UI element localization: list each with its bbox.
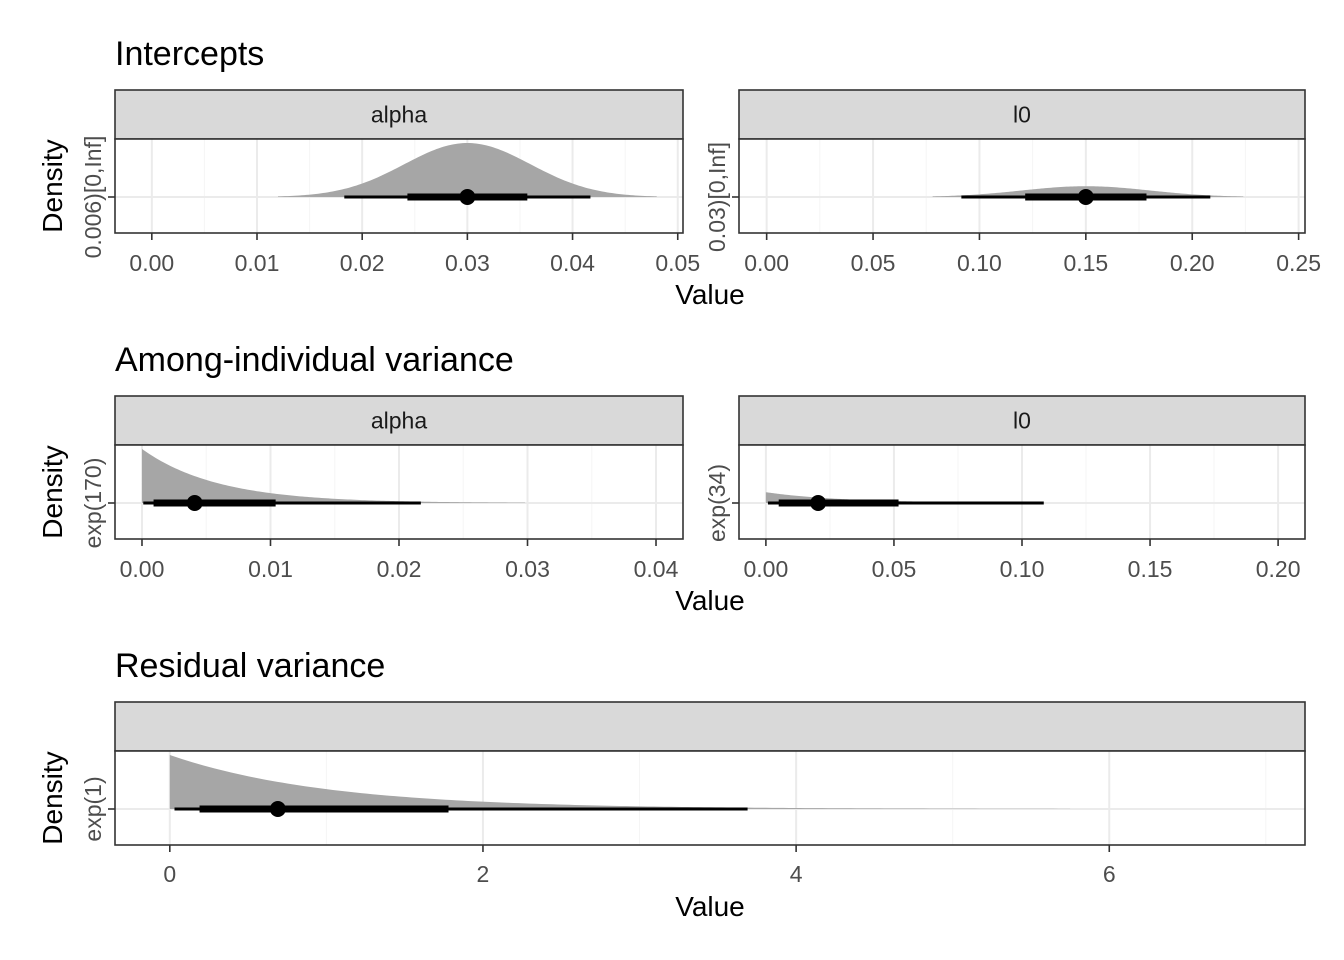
x-tick-label: 0.00	[129, 250, 174, 276]
median-point	[459, 189, 476, 205]
x-tick-label: 0.05	[872, 556, 917, 582]
plot-background	[739, 139, 1305, 233]
section-title: Among-individual variance	[115, 341, 514, 379]
facet-panel-residual: exp(1) 0 2 4 6	[80, 701, 1306, 887]
y-tick-label: 0.006)[0,Inf]	[80, 136, 106, 259]
chart-section-2: Among-individual varianceDensityValuealp…	[37, 341, 1306, 616]
y-tick-label: exp(1)	[80, 776, 106, 841]
median-point	[810, 495, 827, 511]
panel-border	[114, 138, 684, 234]
y-tick-label: 0.03)[0,Inf]	[704, 142, 730, 252]
x-tick-label: 0.03	[505, 556, 550, 582]
facet-strip	[114, 395, 684, 446]
x-tick-label: 0.15	[1063, 250, 1108, 276]
x-tick-label: 0.00	[744, 556, 789, 582]
x-tick-label: 0	[163, 861, 176, 887]
x-tick-label: 0.04	[550, 250, 595, 276]
y-tick-label: exp(34)	[704, 464, 730, 542]
chart-section-3: Residual variance Density Value exp(1) 0 2 4 6	[37, 647, 1306, 922]
density-area	[169, 755, 1071, 809]
median-point	[1077, 189, 1094, 205]
x-tick-label: 0.10	[957, 250, 1002, 276]
facet-panel-l0: l0 0.03)[0,Inf] 0.00 0.05 0.10 0.15 0.20 0.25	[704, 89, 1321, 276]
x-tick-label: 0.02	[340, 250, 385, 276]
median-point	[269, 801, 286, 817]
x-tick-label: 0.01	[248, 556, 293, 582]
x-tick-label: 0.04	[634, 556, 679, 582]
x-tick-label: 6	[1103, 861, 1116, 887]
facet-strip	[738, 89, 1306, 140]
strip-label: alpha	[371, 102, 427, 128]
x-tick-label: 0.00	[744, 250, 789, 276]
x-tick-label: 0.05	[655, 250, 700, 276]
x-tick-label: 0.03	[445, 250, 490, 276]
x-tick-label: 0.15	[1128, 556, 1173, 582]
facet-panel-alpha: alpha 0.006)[0,Inf] 0.00 0.01 0.02 0.03 0.04 0.…	[80, 89, 700, 276]
facet-strip	[738, 395, 1306, 446]
x-axis-title: Value	[675, 279, 745, 310]
median-point	[186, 495, 203, 511]
y-axis-title: Density	[37, 751, 68, 844]
x-tick-label: 0.20	[1170, 250, 1215, 276]
x-tick-label: 4	[790, 861, 803, 887]
panel-border	[114, 750, 1306, 846]
section-title: Residual variance	[115, 647, 385, 685]
x-tick-label: 2	[477, 861, 490, 887]
x-tick-label: 0.01	[235, 250, 280, 276]
facet-strip	[114, 89, 684, 140]
x-tick-label: 0.20	[1256, 556, 1301, 582]
density-area	[278, 143, 657, 197]
x-tick-label: 0.02	[377, 556, 422, 582]
x-tick-label: 0.00	[120, 556, 165, 582]
y-axis-title: Density	[37, 139, 68, 232]
strip-label: l0	[1013, 102, 1031, 128]
x-tick-label: 0.05	[851, 250, 896, 276]
section-title: Intercepts	[115, 35, 264, 73]
x-axis-title: Value	[675, 585, 745, 616]
x-tick-label: 0.25	[1276, 250, 1321, 276]
facet-panel-l0: l0 exp(34) 0.00 0.05 0.10 0.15 0.20	[704, 395, 1306, 582]
facet-strip	[114, 701, 1306, 752]
x-axis-title: Value	[675, 891, 745, 922]
panel-border	[738, 138, 1306, 234]
density-area	[141, 449, 525, 503]
y-axis-title: Density	[37, 445, 68, 538]
y-tick-label: exp(170)	[80, 458, 106, 549]
facet-panel-alpha: alpha exp(170) 0.00 0.01 0.02 0.03 0.04	[80, 395, 684, 582]
chart-section-1: Intercepts Density Value alpha 0.006)[0,Inf]…	[37, 35, 1321, 310]
strip-label: alpha	[371, 408, 427, 434]
x-tick-label: 0.10	[1000, 556, 1045, 582]
strip-label: l0	[1013, 408, 1031, 434]
